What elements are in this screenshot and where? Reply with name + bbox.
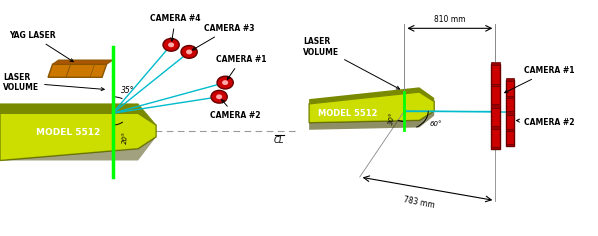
Text: CAMERA #3: CAMERA #3 xyxy=(193,24,255,50)
Polygon shape xyxy=(491,126,500,129)
Text: 35°: 35° xyxy=(121,86,135,95)
Text: CAMERA #1: CAMERA #1 xyxy=(505,66,574,93)
Polygon shape xyxy=(0,113,156,160)
Circle shape xyxy=(211,90,227,103)
Circle shape xyxy=(217,76,233,89)
Text: LASER
VOLUME: LASER VOLUME xyxy=(303,38,399,89)
Polygon shape xyxy=(507,111,514,115)
Text: LASER
VOLUME: LASER VOLUME xyxy=(3,73,104,92)
Circle shape xyxy=(181,46,197,58)
Polygon shape xyxy=(309,111,434,130)
Polygon shape xyxy=(309,87,434,104)
Polygon shape xyxy=(0,137,156,160)
Polygon shape xyxy=(507,144,514,146)
Polygon shape xyxy=(0,104,156,125)
Text: CAMERA #4: CAMERA #4 xyxy=(150,14,200,41)
Polygon shape xyxy=(48,64,106,77)
Circle shape xyxy=(168,42,174,47)
Text: CAMERA #2: CAMERA #2 xyxy=(210,100,261,120)
Text: 20°: 20° xyxy=(122,131,129,144)
Circle shape xyxy=(163,38,179,51)
Text: CAMERA #2: CAMERA #2 xyxy=(517,118,574,127)
Polygon shape xyxy=(309,92,434,123)
Polygon shape xyxy=(507,80,514,146)
Polygon shape xyxy=(53,60,112,64)
Polygon shape xyxy=(507,78,514,81)
Text: CL: CL xyxy=(274,136,285,145)
Text: 783 mm: 783 mm xyxy=(402,195,435,210)
Text: MODEL 5512: MODEL 5512 xyxy=(318,109,377,118)
Circle shape xyxy=(186,50,192,54)
Polygon shape xyxy=(491,84,500,86)
Polygon shape xyxy=(491,147,500,149)
Polygon shape xyxy=(491,62,500,65)
Polygon shape xyxy=(507,96,514,98)
Text: 30°: 30° xyxy=(388,112,396,126)
Text: MODEL 5512: MODEL 5512 xyxy=(36,128,100,137)
Circle shape xyxy=(222,80,228,85)
Text: CAMERA #1: CAMERA #1 xyxy=(216,55,267,79)
Text: YAG LASER: YAG LASER xyxy=(9,31,74,62)
Polygon shape xyxy=(507,129,514,131)
Polygon shape xyxy=(491,104,500,108)
Circle shape xyxy=(216,94,222,99)
Polygon shape xyxy=(491,64,500,149)
Text: 60°: 60° xyxy=(430,121,443,126)
Text: 810 mm: 810 mm xyxy=(434,15,466,24)
